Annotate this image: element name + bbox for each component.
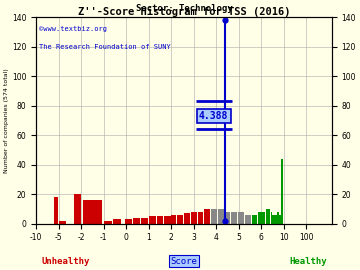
Bar bbox=[271, 212, 272, 224]
Bar bbox=[258, 212, 262, 224]
Title: Z''-Score Histogram for TSS (2016): Z''-Score Histogram for TSS (2016) bbox=[78, 6, 290, 16]
Bar bbox=[279, 215, 280, 224]
Bar bbox=[276, 215, 277, 224]
Text: ©www.textbiz.org: ©www.textbiz.org bbox=[39, 26, 107, 32]
Bar bbox=[245, 215, 251, 224]
Bar bbox=[25, 182, 30, 224]
Bar bbox=[184, 213, 190, 224]
Bar bbox=[273, 215, 274, 224]
Text: 4.388: 4.388 bbox=[199, 111, 228, 121]
Text: The Research Foundation of SUNY: The Research Foundation of SUNY bbox=[39, 44, 171, 50]
Text: Healthy: Healthy bbox=[289, 256, 327, 266]
Bar bbox=[278, 212, 279, 224]
Bar bbox=[74, 194, 81, 224]
Bar bbox=[204, 209, 210, 224]
Bar bbox=[262, 212, 264, 224]
Bar bbox=[54, 197, 58, 224]
Bar bbox=[252, 215, 257, 224]
Bar bbox=[266, 209, 267, 224]
Bar bbox=[82, 200, 102, 224]
Text: Score: Score bbox=[170, 256, 197, 266]
Bar bbox=[225, 212, 230, 224]
Bar bbox=[191, 212, 197, 224]
Text: Unhealthy: Unhealthy bbox=[41, 256, 90, 266]
Bar bbox=[165, 216, 171, 224]
Bar bbox=[238, 212, 244, 224]
Bar bbox=[269, 209, 270, 224]
Bar bbox=[104, 221, 112, 224]
Bar bbox=[281, 159, 283, 224]
Text: Sector: Technology: Sector: Technology bbox=[135, 4, 232, 13]
Bar bbox=[198, 212, 203, 224]
Bar bbox=[133, 218, 140, 224]
Bar bbox=[267, 209, 269, 224]
Bar bbox=[157, 216, 163, 224]
Bar bbox=[125, 219, 132, 224]
Bar bbox=[171, 215, 176, 224]
Bar bbox=[149, 216, 156, 224]
Bar bbox=[218, 209, 224, 224]
Bar bbox=[177, 215, 183, 224]
Bar bbox=[141, 218, 148, 224]
Bar bbox=[211, 209, 217, 224]
Bar bbox=[231, 212, 237, 224]
Bar bbox=[264, 212, 265, 224]
Bar bbox=[113, 219, 121, 224]
Bar bbox=[274, 215, 275, 224]
Bar bbox=[59, 221, 66, 224]
Y-axis label: Number of companies (574 total): Number of companies (574 total) bbox=[4, 68, 9, 173]
